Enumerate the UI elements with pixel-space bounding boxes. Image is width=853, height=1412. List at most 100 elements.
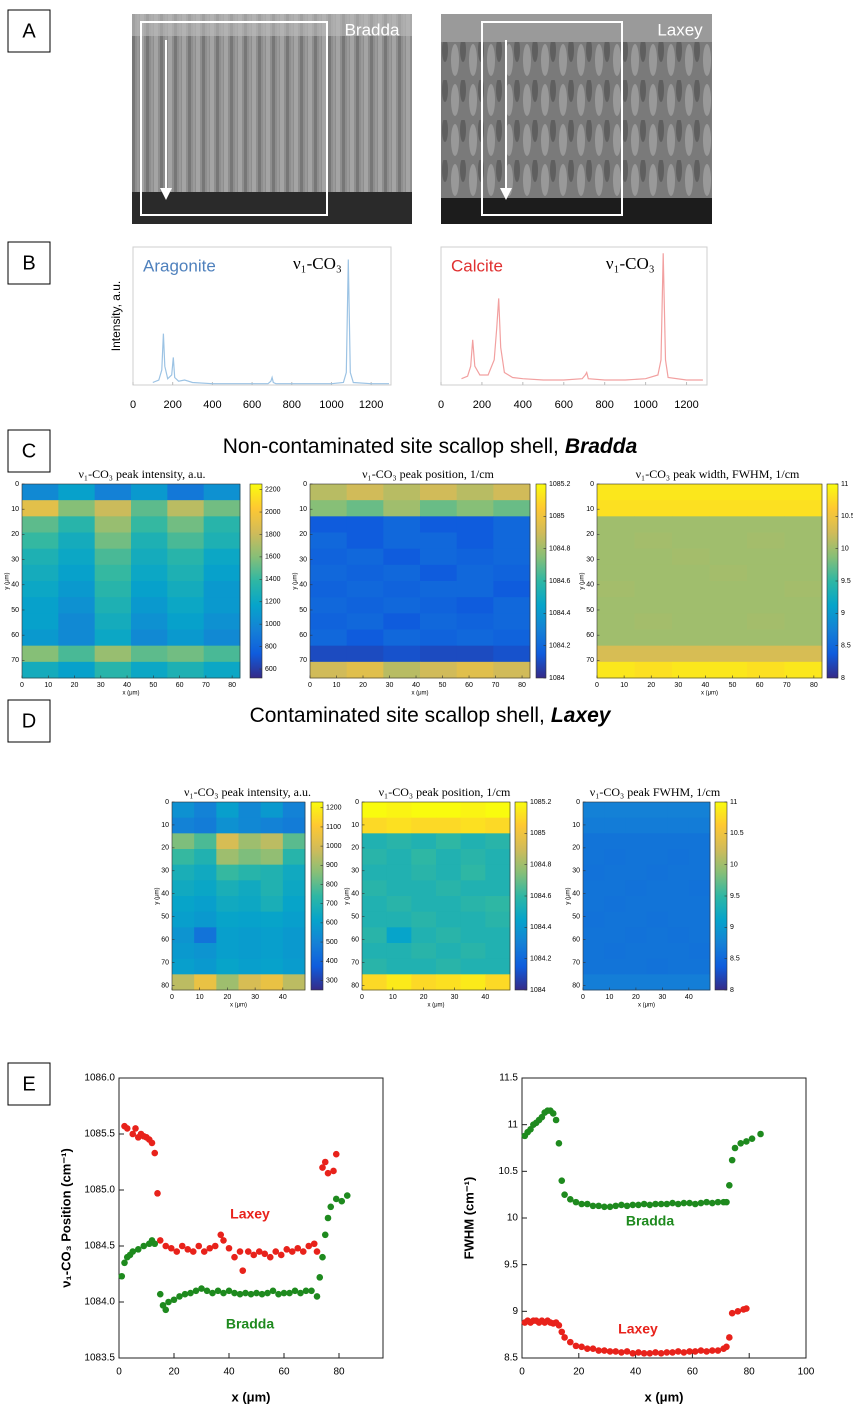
y-tick-label: 1085.5 [84, 1129, 115, 1140]
x-tick-label: 20 [573, 1367, 585, 1378]
heatmap-cell [194, 896, 217, 913]
heatmap-cell [747, 597, 785, 614]
panel-label: B [22, 252, 35, 274]
data-point [209, 1289, 216, 1297]
heatmap-cell [460, 802, 486, 819]
heatmap-cell [747, 581, 785, 598]
heatmap-cell [22, 581, 59, 598]
colorbar-tick-label: 1200 [265, 599, 281, 606]
heatmap-cell [747, 516, 785, 533]
x-tick-label: 80 [228, 682, 236, 689]
data-point [657, 1350, 665, 1357]
heatmap-cell [58, 500, 96, 517]
data-point [327, 1203, 335, 1211]
heatmap-cell [436, 958, 462, 975]
heatmap-cell [362, 911, 388, 928]
x-tick-label: 10 [389, 994, 397, 1001]
y-tick-label: 40 [161, 891, 169, 898]
heatmap-cell [634, 597, 673, 614]
heatmap-cell [709, 548, 748, 566]
data-point [623, 1348, 631, 1355]
y-tick-label: 10 [586, 506, 594, 513]
heatmap-cell [203, 613, 241, 630]
data-point [220, 1237, 227, 1244]
heatmap-cell [604, 927, 626, 944]
data-point [646, 1350, 654, 1357]
heatmap-cell [362, 864, 388, 881]
y-tick-label: 0 [165, 799, 169, 806]
heatmap-cell [94, 548, 132, 566]
heatmap-cell [436, 974, 462, 991]
x-tick-label: 60 [278, 1367, 290, 1378]
x-tick-label: 0 [170, 994, 174, 1001]
heatmap-cell [216, 927, 239, 944]
x-axis-label: x (μm) [644, 1389, 683, 1404]
plot-frame [171, 801, 306, 991]
heatmap-cell [747, 629, 785, 647]
heatmap-cell [194, 864, 217, 881]
heatmap-cell [436, 849, 462, 866]
x-tick-label: 0 [360, 994, 364, 1001]
heatmap-cell [604, 849, 626, 866]
colorbar-tick-label: 1084.6 [549, 578, 571, 585]
heatmap-cell [784, 597, 823, 614]
section-title: Contaminated site scallop shell, Laxey [250, 704, 612, 727]
heatmap-cell [634, 532, 673, 550]
y-tick-label: 10 [507, 1213, 519, 1224]
heatmap-cell [672, 548, 710, 566]
data-point [708, 1199, 716, 1207]
data-point [595, 1202, 602, 1210]
x-tick-label: 400 [203, 399, 221, 411]
y-tick-label: 40 [572, 891, 580, 898]
photo-label: Bradda [345, 20, 400, 39]
heatmap-cell [688, 974, 711, 991]
y-tick-label: 80 [161, 982, 169, 989]
heatmap-cell [493, 500, 531, 517]
heatmap-cell [172, 864, 195, 881]
panel-label: E [22, 1073, 35, 1095]
heatmap-cell [194, 817, 217, 834]
heatmap-cell [784, 500, 823, 517]
heatmap-cell [597, 629, 635, 647]
y-tick-label: 50 [572, 913, 580, 920]
heatmap-cell [667, 911, 690, 928]
roi-box [481, 21, 623, 216]
heatmap-cell [131, 581, 168, 598]
heatmap-cell [747, 500, 785, 517]
data-point [561, 1334, 568, 1341]
heatmap-cell [238, 864, 262, 881]
heatmap-cell [383, 581, 421, 598]
heatmap-cell [784, 532, 823, 550]
colorbar-tick-label: 8.5 [730, 956, 740, 963]
data-point [558, 1177, 566, 1184]
colorbar [249, 483, 263, 679]
heatmap-cell [625, 911, 647, 928]
x-tick-label: 400 [514, 399, 532, 411]
data-point [266, 1253, 274, 1261]
heatmap-cell [436, 911, 462, 928]
heatmap-cell [709, 581, 748, 598]
data-point [697, 1199, 705, 1207]
plot-frame [361, 801, 511, 991]
heatmap-cell [167, 532, 205, 550]
arrow-head [160, 188, 172, 200]
heatmap-cell [709, 484, 748, 501]
heatmap-cell [346, 500, 384, 517]
heatmap-cell [420, 484, 458, 501]
heatmap-cell [282, 974, 306, 991]
data-point [297, 1289, 304, 1297]
heatmap-cell [346, 532, 384, 550]
data-point [572, 1198, 580, 1206]
panel-label: A [22, 20, 36, 42]
heatmap-cell [260, 880, 284, 897]
data-point [321, 1231, 329, 1239]
heatmap-cell [58, 532, 96, 550]
y-tick-label: 70 [299, 657, 307, 664]
heatmap-cell [460, 974, 486, 991]
heatmap-cell [172, 943, 195, 960]
data-point [184, 1246, 192, 1253]
heatmap-cell [216, 911, 239, 928]
heatmap-cell [597, 516, 635, 533]
colorbar-tick-label: 1084.4 [549, 610, 571, 617]
heatmap-cell [604, 911, 626, 928]
